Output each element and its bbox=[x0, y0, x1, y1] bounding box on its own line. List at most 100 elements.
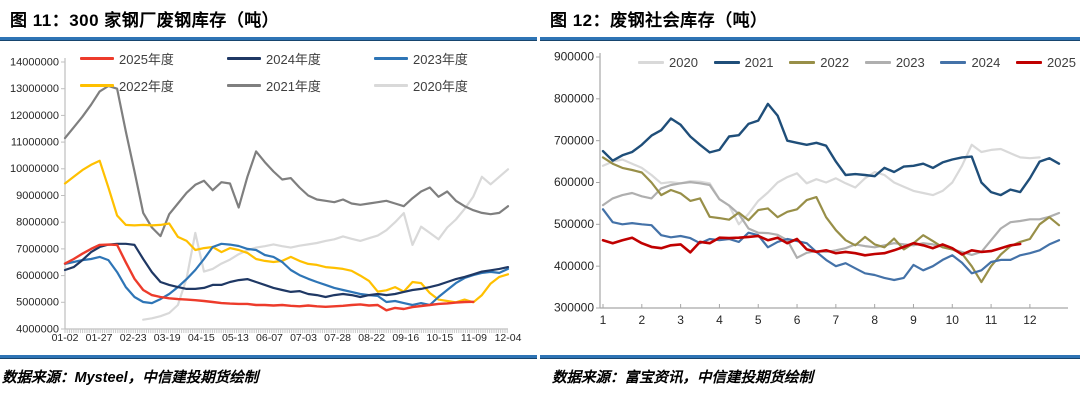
legend-item-2025: 2025 bbox=[1016, 55, 1076, 70]
x-tick-label: 10-15 bbox=[426, 332, 453, 344]
bottom-divider bbox=[0, 355, 537, 359]
y-tick-label: 9000000 bbox=[16, 190, 59, 202]
legend-label: 2021 bbox=[744, 55, 774, 70]
legend-item-2025年度: 2025年度 bbox=[80, 49, 227, 68]
legend-swatch bbox=[638, 61, 664, 64]
y-tick-label: 8000000 bbox=[16, 217, 59, 229]
x-tick-label: 06-07 bbox=[256, 332, 283, 344]
legend-label: 2020年度 bbox=[413, 79, 468, 94]
x-tick-label: 05-13 bbox=[222, 332, 249, 344]
legend-item-2024年度: 2024年度 bbox=[227, 49, 374, 68]
x-tick-label: 04-15 bbox=[188, 332, 215, 344]
legend-swatch bbox=[1016, 61, 1043, 64]
legend-swatch bbox=[713, 61, 740, 64]
y-tick-label: 11000000 bbox=[11, 137, 59, 149]
legend-item-2022年度: 2022年度 bbox=[80, 76, 227, 95]
y-tick-label: 12000000 bbox=[10, 110, 59, 122]
y-tick-label: 6000000 bbox=[16, 270, 59, 282]
legend-item-2021: 2021 bbox=[713, 55, 774, 70]
y-tick-label: 7000000 bbox=[16, 243, 59, 255]
x-tick-label: 7 bbox=[833, 313, 840, 327]
figure-11-title: 图 11：300 家钢厂废钢库存（吨） bbox=[10, 11, 280, 30]
steel-mill-scrap-inventory-chart: 14000000 13000000 12000000 11000000 10000000… bbox=[10, 56, 522, 344]
figure-12-panel: 图 12：废钢社会库存（吨） 900000 800000 700000 600000 5… bbox=[540, 0, 1080, 402]
legend-item-2023: 2023 bbox=[864, 55, 925, 70]
series-line-2022年度 bbox=[63, 159, 510, 304]
x-tick-label: 9 bbox=[910, 313, 917, 327]
x-tick-label: 2 bbox=[638, 313, 645, 327]
legend-item-2020年度: 2020年度 bbox=[374, 76, 521, 95]
legend-item-2023年度: 2023年度 bbox=[374, 49, 521, 68]
x-tick-label: 8 bbox=[871, 313, 878, 327]
x-tick-label: 11 bbox=[985, 313, 998, 327]
x-tick-label: 6 bbox=[794, 313, 801, 327]
source-note: 数据来源：Mysteel，中信建投期货绘制 bbox=[2, 370, 259, 386]
x-tick-label: 01-02 bbox=[52, 332, 79, 344]
legend-swatch bbox=[80, 84, 114, 87]
y-tick-label: 14000000 bbox=[10, 56, 59, 68]
x-tick-label: 3 bbox=[677, 313, 684, 327]
legend-item-2022: 2022 bbox=[789, 55, 849, 70]
title-divider bbox=[0, 37, 537, 41]
y-tick-label: 900000 bbox=[554, 50, 594, 64]
x-tick-label: 02-23 bbox=[120, 332, 147, 344]
legend-swatch bbox=[940, 61, 967, 64]
legend-swatch bbox=[789, 61, 816, 64]
legend-label: 2024 bbox=[971, 55, 1001, 70]
y-tick-label: 600000 bbox=[554, 175, 594, 189]
y-tick-label: 10000000 bbox=[10, 163, 59, 175]
chart-legend: 2020 2021 2022 2023 2024 2025 bbox=[638, 55, 1076, 70]
series-line-2025年度 bbox=[63, 243, 475, 312]
legend-swatch bbox=[227, 57, 261, 60]
series-line-2021年度 bbox=[63, 84, 510, 238]
y-tick-label: 13000000 bbox=[10, 83, 59, 95]
series-line-2024 bbox=[601, 208, 1061, 282]
legend-swatch bbox=[374, 84, 408, 87]
x-tick-label: 12-04 bbox=[495, 332, 522, 344]
legend-label: 2023年度 bbox=[413, 52, 468, 67]
y-tick-label: 800000 bbox=[554, 92, 594, 106]
series-line-2020年度 bbox=[142, 168, 510, 321]
legend-swatch bbox=[80, 57, 114, 60]
legend-swatch bbox=[864, 61, 891, 64]
legend-swatch bbox=[227, 84, 261, 87]
scrap-social-inventory-chart: 900000 800000 700000 600000 500000 400000 3000… bbox=[554, 50, 1068, 327]
x-tick-label: 11-09 bbox=[461, 332, 487, 344]
x-tick-label: 12 bbox=[1023, 313, 1037, 327]
x-tick-label: 07-03 bbox=[290, 332, 317, 344]
x-tick-label: 09-16 bbox=[392, 332, 419, 344]
y-tick-label: 5000000 bbox=[16, 297, 59, 309]
x-tick-label: 10 bbox=[946, 313, 960, 327]
series-line-2021 bbox=[601, 102, 1061, 197]
y-tick-label: 300000 bbox=[554, 301, 594, 315]
y-tick-label: 4000000 bbox=[16, 323, 59, 335]
x-tick-label: 08-22 bbox=[358, 332, 385, 344]
legend-label: 2021年度 bbox=[266, 79, 321, 94]
series-line-2023年度 bbox=[63, 242, 510, 307]
x-tick-label: 03-19 bbox=[154, 332, 181, 344]
legend-item-2024: 2024 bbox=[940, 55, 1000, 70]
legend-item-2020: 2020 bbox=[638, 55, 698, 70]
legend-label: 2022年度 bbox=[119, 79, 174, 94]
figure-12-title: 图 12：废钢社会库存（吨） bbox=[550, 11, 768, 30]
source-note: 数据来源：富宝资讯，中信建投期货绘制 bbox=[552, 370, 813, 386]
x-tick-label: 07-28 bbox=[324, 332, 351, 344]
legend-label: 2020 bbox=[669, 55, 698, 70]
chart-legend: 2025年度 2024年度 2023年度 2022年度 2021年度 2020年度 bbox=[80, 49, 521, 95]
x-tick-label: 1 bbox=[600, 313, 607, 327]
x-tick-label: 4 bbox=[716, 313, 723, 327]
legend-label: 2025 bbox=[1047, 55, 1076, 70]
series-line-2025 bbox=[601, 234, 1022, 257]
title-divider bbox=[540, 37, 1080, 41]
y-tick-label: 700000 bbox=[554, 133, 594, 147]
legend-item-2021年度: 2021年度 bbox=[227, 76, 374, 95]
legend-label: 2024年度 bbox=[266, 52, 321, 67]
y-tick-label: 400000 bbox=[554, 259, 594, 273]
legend-label: 2025年度 bbox=[119, 52, 174, 67]
series-line-2020 bbox=[601, 143, 1041, 226]
legend-label: 2022 bbox=[820, 55, 850, 70]
x-tick-label: 5 bbox=[755, 313, 762, 327]
x-tick-label: 01-27 bbox=[86, 332, 113, 344]
legend-swatch bbox=[374, 57, 408, 60]
